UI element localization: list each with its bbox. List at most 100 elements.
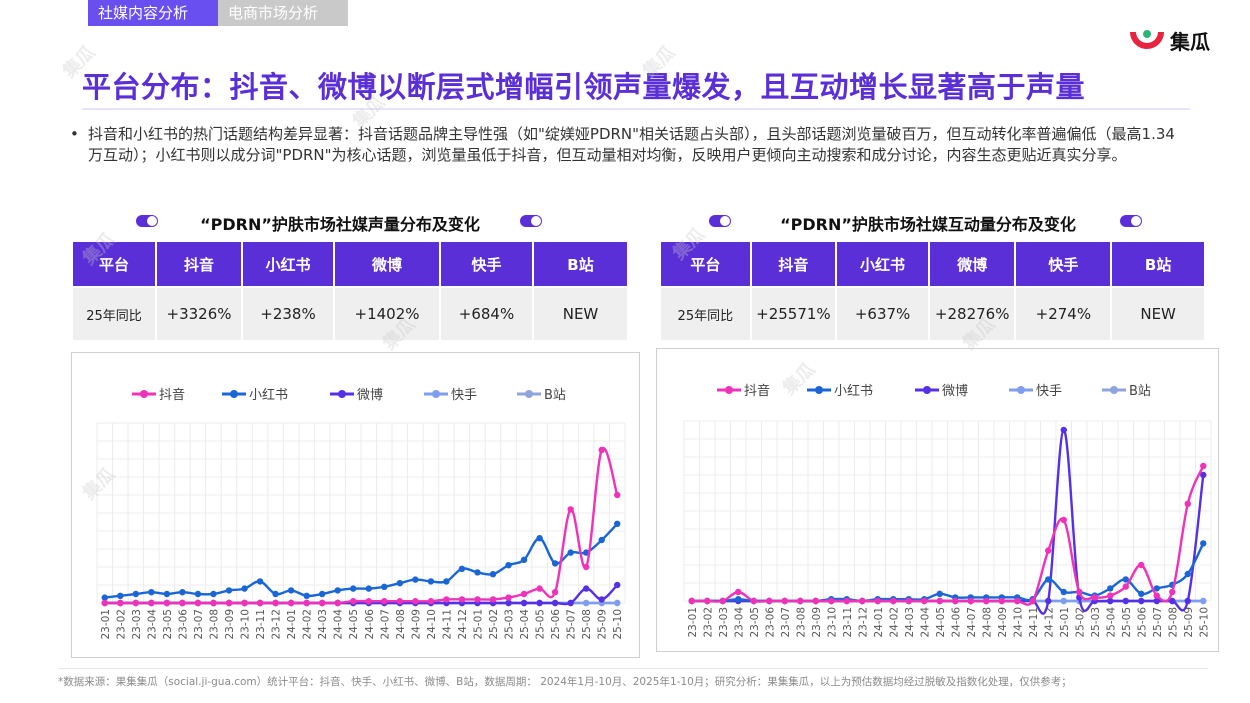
data-point [614, 491, 621, 499]
data-point [1184, 597, 1191, 605]
legend-swatch-marker [923, 386, 931, 394]
data-point [179, 599, 186, 607]
data-point [859, 597, 866, 605]
data-point [489, 596, 497, 603]
data-point [520, 590, 528, 598]
data-point [1122, 597, 1129, 605]
x-tick-label: 24-07 [379, 609, 391, 640]
table-header-cell: 平台 [661, 242, 752, 287]
data-point [1200, 540, 1207, 547]
data-point [520, 556, 528, 563]
data-point [1169, 588, 1176, 596]
data-point [1107, 592, 1114, 599]
data-point [1184, 570, 1191, 578]
data-point [256, 578, 264, 585]
tab-social-content[interactable]: 社媒内容分析 [88, 0, 218, 26]
table-cell: +28276% [928, 286, 1017, 340]
legend-label[interactable]: 快手 [451, 388, 477, 403]
legend-label[interactable]: 快手 [1036, 384, 1062, 399]
data-point [381, 598, 388, 605]
x-tick-label: 24-08 [981, 607, 993, 638]
x-tick-label: 23-01 [100, 609, 112, 640]
x-tick-label: 23-07 [780, 607, 792, 638]
left-yoy-table: 平台 抖音 小红书 微博 快手 B站 25年同比 +3326% +238% +1… [73, 242, 629, 340]
legend-label[interactable]: 抖音 [744, 383, 770, 399]
toggle-icon [136, 215, 158, 227]
data-point [427, 578, 435, 585]
data-point [567, 549, 574, 556]
data-point [318, 590, 326, 598]
x-tick-label: 24-04 [333, 609, 345, 640]
data-point [256, 599, 264, 607]
data-point [1200, 462, 1207, 470]
data-point [551, 560, 559, 567]
data-point [241, 585, 248, 592]
data-point [412, 598, 419, 605]
x-tick-label: 25-08 [581, 609, 593, 640]
x-tick-label: 25-03 [504, 609, 516, 640]
x-tick-label: 23-08 [208, 609, 220, 640]
x-tick-label: 24-02 [302, 609, 314, 640]
data-point [412, 576, 419, 583]
data-point [1060, 426, 1067, 434]
data-point [287, 599, 295, 607]
data-point [225, 587, 233, 594]
legend-swatch-marker [725, 386, 733, 394]
data-point [1045, 547, 1052, 554]
legend-label[interactable]: 抖音 [159, 387, 185, 403]
x-tick-label: 24-09 [997, 607, 1009, 638]
volume-line-chart: 23-01 23-02 23-03 23-04 23-05 23-06 23-07 23-08… [96, 387, 626, 640]
data-point [194, 590, 202, 598]
legend-label[interactable]: B站 [544, 388, 566, 403]
data-point [179, 589, 186, 596]
insight-bullet: • 抖音和小红书的热门话题结构差异显著：抖音话题品牌主导性强（如"绽媄娅PDRN… [70, 124, 1180, 166]
data-point [443, 578, 450, 585]
x-tick-label: 23-08 [795, 607, 807, 638]
data-point [536, 535, 543, 542]
x-tick-label: 25-04 [1105, 607, 1117, 638]
data-point [1184, 500, 1191, 507]
data-point [1029, 597, 1036, 605]
x-tick-label: 23-06 [177, 609, 189, 640]
legend-label[interactable]: 微博 [357, 388, 383, 403]
data-point [505, 594, 512, 601]
data-point [350, 598, 357, 605]
data-point [1122, 576, 1129, 583]
table-cell: +637% [836, 286, 930, 340]
legend-label[interactable]: B站 [1129, 384, 1151, 399]
right-section-title: “PDRN”护肤市场社媒互动量分布及变化 [780, 215, 1076, 234]
legend-label[interactable]: 小红书 [249, 387, 288, 403]
data-point [241, 599, 248, 607]
data-point [952, 597, 959, 605]
data-point [582, 599, 590, 607]
data-point [132, 590, 140, 598]
data-point [843, 597, 850, 605]
table-header-cell: B站 [533, 242, 629, 287]
data-point [1153, 592, 1160, 599]
data-point [1153, 585, 1160, 592]
x-tick-label: 25-05 [535, 609, 547, 640]
x-tick-label: 25-10 [1198, 607, 1210, 638]
legend-label[interactable]: 小红书 [834, 383, 873, 399]
x-tick-label: 23-11 [255, 609, 267, 640]
left-chart-frame: 23-01 23-02 23-03 23-04 23-05 23-06 23-07 23-08… [71, 352, 640, 658]
row-label: 25年同比 [661, 286, 752, 340]
data-point [101, 594, 108, 601]
table-header-cell: B站 [1111, 242, 1206, 287]
series-line [104, 522, 619, 599]
tab-ecommerce[interactable]: 电商市场分析 [218, 0, 348, 26]
table-header-row: 平台 抖音 小红书 微博 快手 B站 [73, 242, 629, 287]
data-point [272, 599, 279, 607]
x-tick-label: 24-12 [1043, 607, 1055, 638]
data-point [598, 446, 605, 454]
x-tick-label: 23-06 [764, 607, 776, 638]
table-header-cell: 抖音 [750, 242, 838, 287]
data-point [474, 596, 481, 603]
x-tick-label: 25-08 [1167, 607, 1179, 638]
x-tick-label: 23-12 [271, 609, 283, 640]
legend-label[interactable]: 微博 [942, 384, 968, 399]
footer-note: *数据来源：果集集瓜（social.ji-gua.com）统计平台：抖音、快手、… [58, 676, 1072, 688]
x-tick-label: 23-10 [826, 607, 838, 638]
data-point [536, 599, 543, 607]
x-tick-label: 25-03 [1090, 607, 1102, 638]
